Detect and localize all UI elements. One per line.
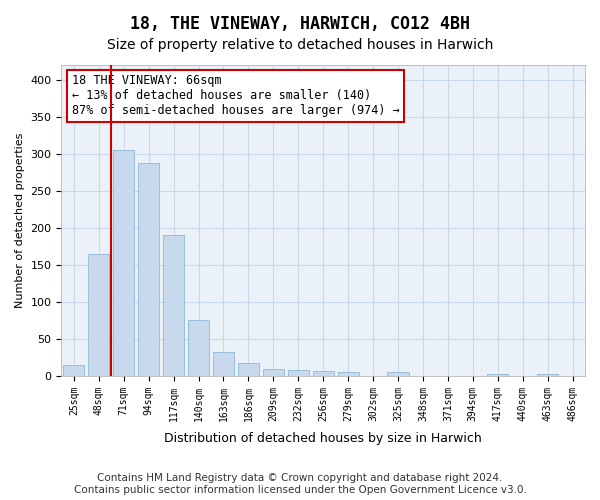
Bar: [138, 162, 159, 376]
Bar: [338, 372, 359, 376]
Bar: [163, 236, 184, 376]
Bar: [388, 372, 409, 376]
Bar: [213, 352, 234, 376]
Bar: [263, 368, 284, 376]
Bar: [113, 150, 134, 376]
Bar: [188, 320, 209, 376]
Bar: [537, 374, 558, 376]
Y-axis label: Number of detached properties: Number of detached properties: [15, 133, 25, 308]
Bar: [63, 365, 85, 376]
Bar: [487, 374, 508, 376]
Bar: [88, 254, 109, 376]
Text: Size of property relative to detached houses in Harwich: Size of property relative to detached ho…: [107, 38, 493, 52]
Bar: [238, 362, 259, 376]
Text: 18, THE VINEWAY, HARWICH, CO12 4BH: 18, THE VINEWAY, HARWICH, CO12 4BH: [130, 15, 470, 33]
Bar: [313, 372, 334, 376]
Text: Contains HM Land Registry data © Crown copyright and database right 2024.
Contai: Contains HM Land Registry data © Crown c…: [74, 474, 526, 495]
Bar: [287, 370, 309, 376]
X-axis label: Distribution of detached houses by size in Harwich: Distribution of detached houses by size …: [164, 432, 482, 445]
Text: 18 THE VINEWAY: 66sqm
← 13% of detached houses are smaller (140)
87% of semi-det: 18 THE VINEWAY: 66sqm ← 13% of detached …: [72, 74, 400, 118]
